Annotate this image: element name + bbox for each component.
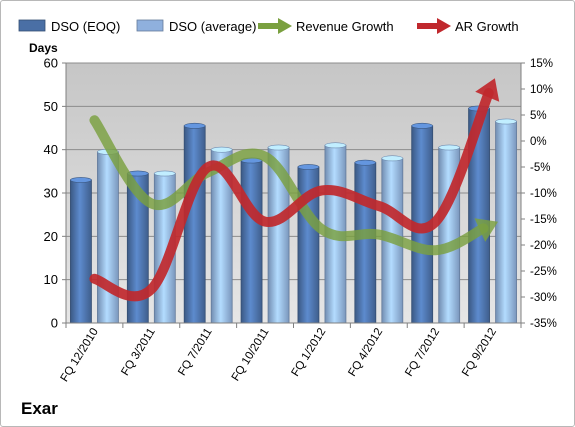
line-series-group (89, 78, 500, 302)
bar-top (411, 122, 433, 129)
bar-top (381, 155, 404, 162)
bar-top (297, 164, 320, 170)
left-tick-label: 20 (44, 229, 58, 244)
legend: DSO (EOQ) DSO (average) Revenue Growth AR G… (18, 18, 519, 34)
left-tick-label: 40 (44, 142, 58, 157)
right-tick-label: -10% (530, 188, 557, 200)
left-tick-label: 50 (44, 99, 58, 114)
right-tick-label: -20% (530, 240, 557, 252)
legend-label: DSO (average) (169, 19, 256, 34)
x-tick-label: FQ 9/2012 (460, 326, 499, 378)
x-tick-label: FQ 7/2011 (176, 326, 215, 378)
bar-top (495, 118, 517, 125)
right-tick-label: 5% (530, 110, 547, 122)
legend-swatch (18, 19, 46, 32)
ar-growth-arrowhead (475, 78, 500, 102)
x-tick-label: FQ 4/2012 (346, 326, 385, 378)
legend-item: Revenue Growth (258, 18, 394, 34)
bar-dso-average (495, 121, 517, 324)
company-label: Exar (21, 399, 58, 418)
bar-top (354, 159, 377, 166)
right-tick-label: 10% (530, 84, 553, 96)
left-axis-title: Days (29, 41, 58, 55)
bar-top (70, 177, 92, 183)
legend-swatch-arrow (278, 18, 292, 34)
right-tick-label: 15% (530, 58, 553, 70)
bar-dso-eoq (240, 160, 263, 324)
left-tick-label: 30 (44, 186, 58, 201)
right-tick-label: -30% (530, 292, 557, 304)
x-tick-label: FQ 1/2012 (290, 326, 329, 378)
legend-label: AR Growth (455, 19, 519, 34)
bar-dso-average (97, 151, 119, 324)
left-tick-label: 10 (44, 272, 58, 287)
left-tick-label: 0 (51, 316, 58, 331)
bar-dso-eoq (183, 125, 206, 324)
right-tick-label: -15% (530, 214, 557, 226)
legend-label: DSO (EOQ) (51, 19, 120, 34)
revenue-growth-arrowhead (474, 218, 499, 242)
bar-top (324, 142, 347, 149)
right-tick-label: -25% (530, 266, 557, 278)
x-tick-label: FQ 10/2011 (230, 326, 272, 383)
bar-dso-eoq (70, 179, 92, 324)
revenue-growth-line (89, 115, 489, 256)
right-tick-label: -35% (530, 318, 557, 330)
left-tick-label: 60 (44, 56, 58, 71)
legend-item: DSO (EOQ) (18, 19, 120, 34)
x-tick-label: FQ 7/2012 (403, 326, 442, 378)
bar-top (154, 170, 176, 177)
ar-growth-line (89, 88, 494, 302)
bar-top (210, 146, 233, 153)
x-tick-label: FQ 3/2011 (119, 326, 158, 378)
legend-item: DSO (average) (136, 19, 256, 34)
bar-top (183, 122, 206, 129)
bar-dso-eoq (354, 162, 377, 324)
right-tick-label: 0% (530, 136, 547, 148)
bar-top (438, 144, 460, 151)
legend-swatch-arrow (437, 18, 451, 34)
bar-top (267, 144, 290, 151)
legend-label: Revenue Growth (296, 19, 394, 34)
right-tick-label: -5% (530, 162, 550, 174)
x-tick-label: FQ 12/2010 (59, 326, 101, 384)
legend-item: AR Growth (417, 18, 519, 34)
legend-swatch (136, 19, 164, 32)
